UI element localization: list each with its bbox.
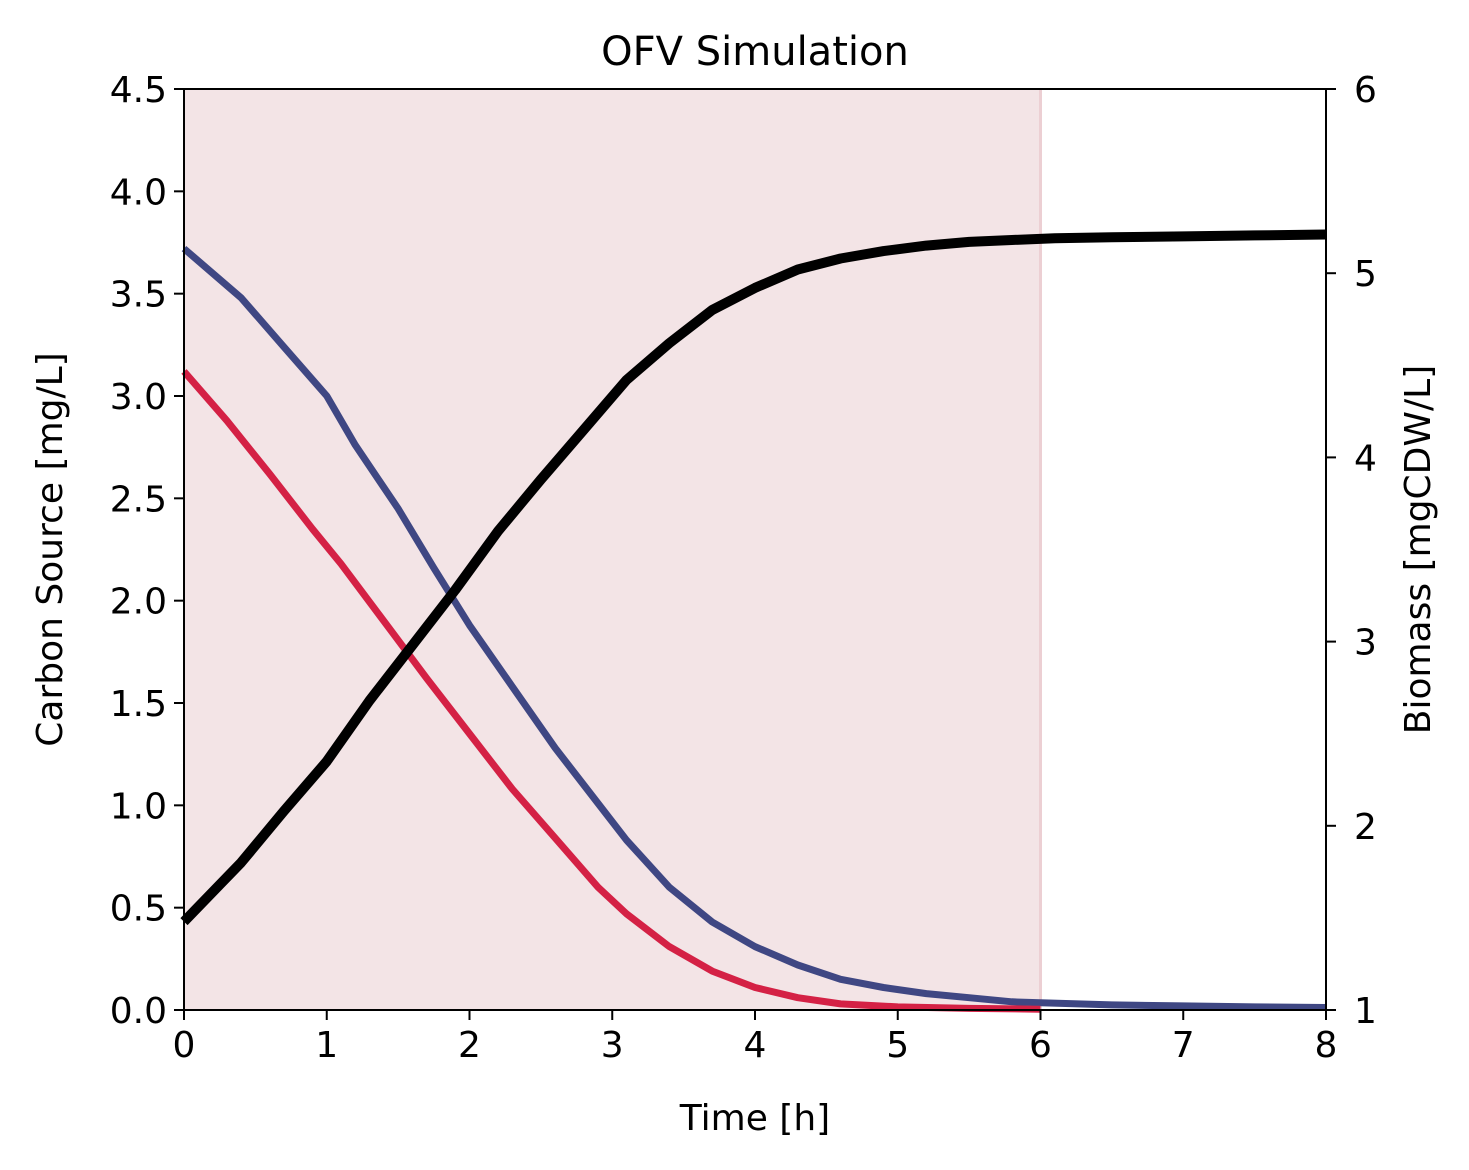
y-tick-label: 4.5 [110,70,167,111]
chart-title: OFV Simulation [601,29,909,75]
y-tick-label: 2.0 [110,582,167,623]
x-tick-label: 7 [1172,1025,1195,1066]
series-layer [180,229,1327,1013]
series-line-blue [181,245,1327,1011]
y-tick-label: 0.5 [110,889,167,930]
x-axis-label: Time [h] [679,1098,830,1139]
y-tick-label: 1.5 [110,684,167,725]
y2-tick-label: 2 [1354,807,1377,848]
y-tick-label: 2.5 [110,479,167,520]
x-tick-label: 5 [886,1025,909,1066]
y-tick-label: 4.0 [110,172,167,213]
x-tick-label: 3 [601,1025,624,1066]
series-line-biomass [180,229,1327,926]
y-axis-label: Carbon Source [mg/L] [30,352,71,746]
x-tick-label: 8 [1315,1025,1338,1066]
x-tick-label: 4 [744,1025,767,1066]
tick-layer: 0 1 2 3 4 5 6 7 8 0.0 0.5 1.0 1.5 2.0 2.5 3.0 3.5 4.0 4.5 1… [110,70,1377,1066]
y2-tick-label: 6 [1354,70,1377,111]
y2-tick-label: 5 [1354,254,1377,295]
x-tick-label: 2 [458,1025,481,1066]
shaded-region [184,89,1041,1010]
y2-tick-label: 4 [1354,438,1377,479]
y-tick-label: 3.5 [110,275,167,316]
x-tick-label: 1 [315,1025,338,1066]
y2-axis-label: Biomass [mgCDW/L] [1398,365,1439,734]
series-line-red [181,369,1041,1013]
y2-tick-label: 1 [1354,991,1377,1032]
y-tick-label: 0.0 [110,991,167,1032]
y-tick-label: 1.0 [110,786,167,827]
y-tick-label: 3.0 [110,377,167,418]
y2-tick-label: 3 [1354,623,1377,664]
x-tick-label: 0 [173,1025,196,1066]
x-tick-label: 6 [1029,1025,1052,1066]
